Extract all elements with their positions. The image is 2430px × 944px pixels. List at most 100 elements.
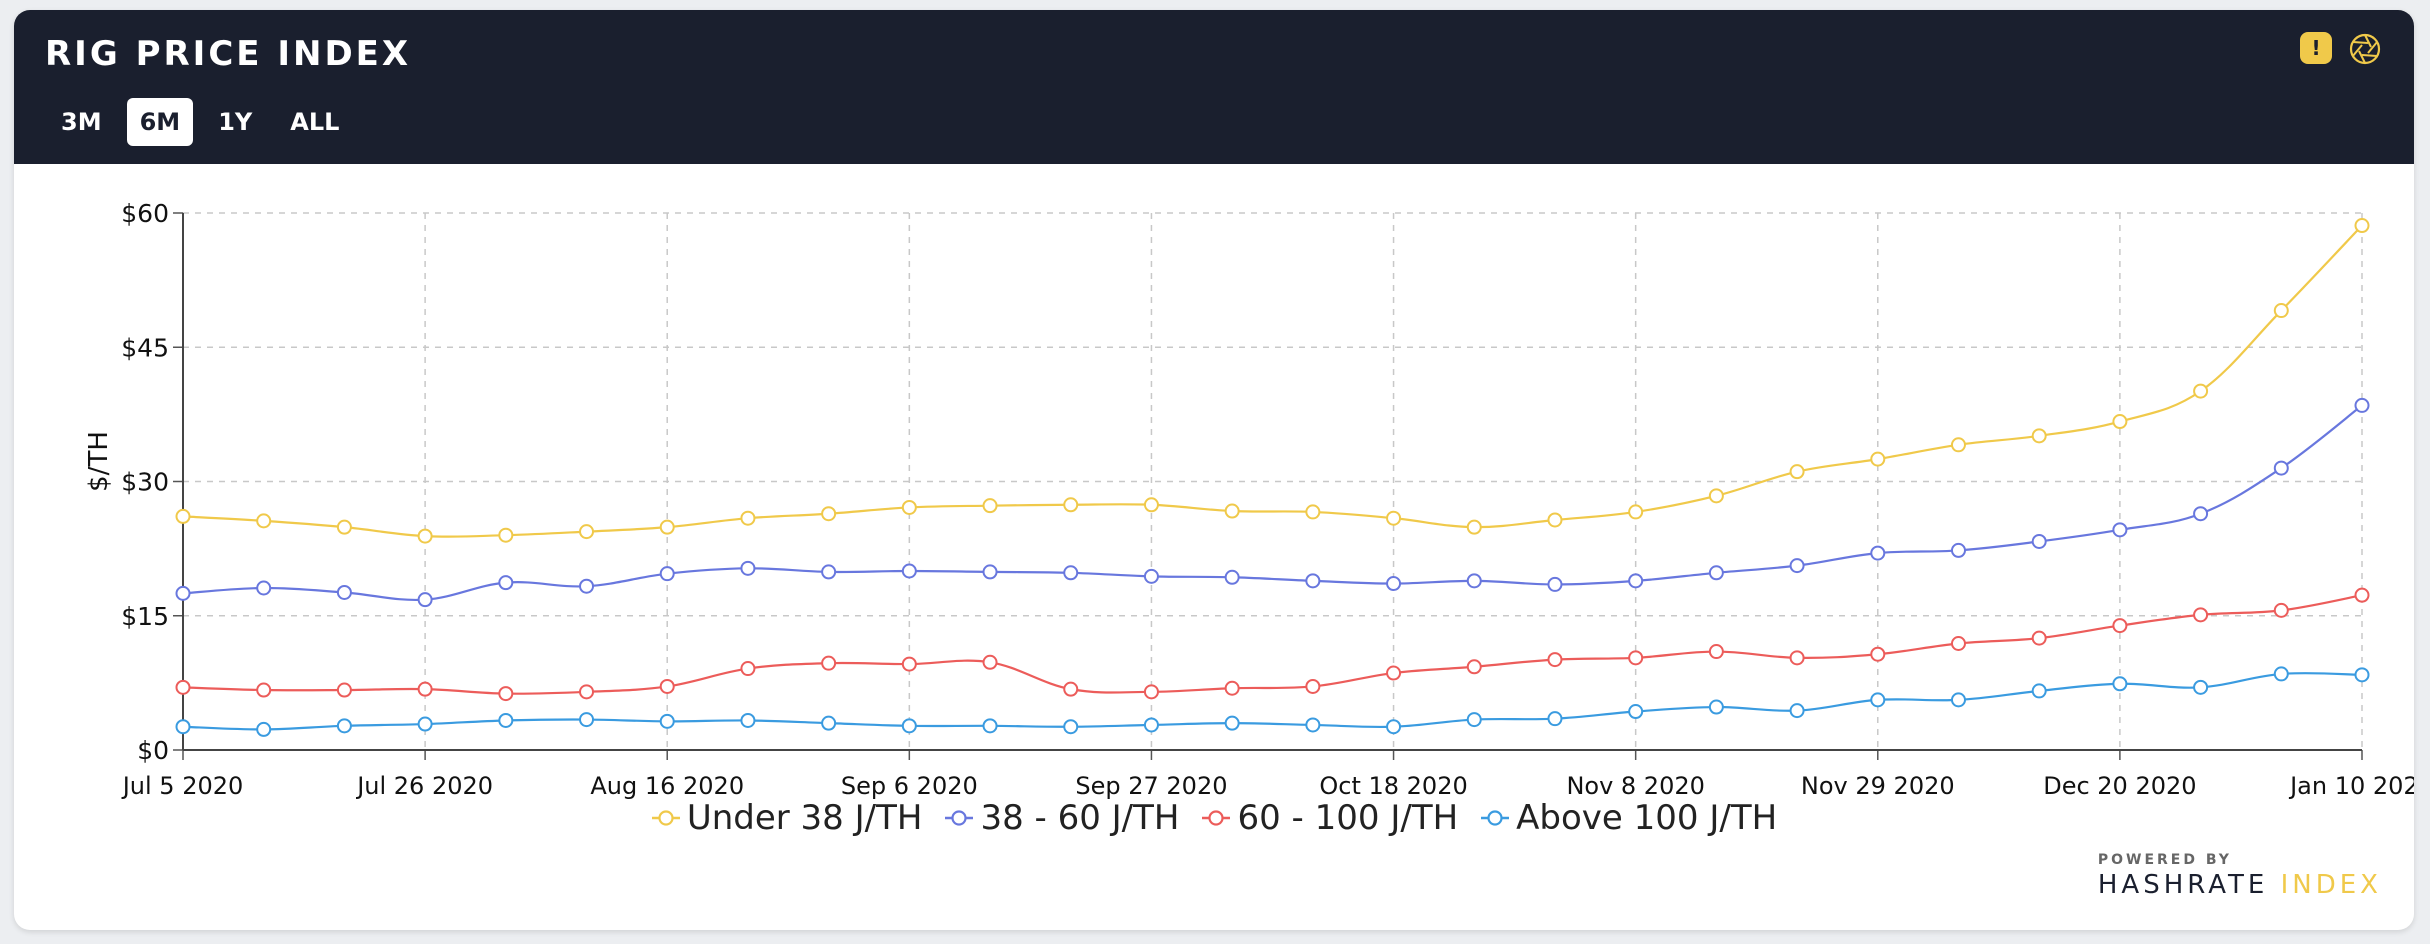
data-point — [2193, 679, 2209, 695]
data-point — [1870, 545, 1886, 561]
legend-marker — [651, 810, 680, 826]
range-tab-1y[interactable]: 1Y — [218, 108, 253, 136]
legend-label: 38 - 60 J/TH — [980, 798, 1180, 838]
data-point — [336, 584, 352, 600]
data-point — [417, 716, 433, 732]
data-point — [659, 519, 675, 535]
data-point — [2354, 397, 2370, 413]
data-point — [256, 721, 272, 737]
data-point — [740, 560, 756, 576]
data-point — [1628, 704, 1644, 720]
data-point — [1063, 497, 1079, 513]
x-tick-label: Sep 6 2020 — [841, 772, 978, 800]
line-chart: $0 $15 $30 $45 $60 Jul 5 2020 Jul 26 2020 Aug 1… — [84, 199, 2414, 800]
chart-legend: Under 38 J/TH 38 - 60 J/TH 60 - 100 J/TH Ab… — [14, 798, 2414, 838]
legend-marker — [1202, 810, 1231, 826]
data-point — [1870, 692, 1886, 708]
data-point — [175, 719, 191, 735]
data-point — [1870, 646, 1886, 662]
data-point — [2273, 602, 2289, 618]
chart-title: RIG PRICE INDEX — [45, 34, 412, 74]
data-point — [1063, 565, 1079, 581]
legend-label: Under 38 J/TH — [686, 798, 923, 838]
data-point — [1628, 573, 1644, 589]
data-point — [579, 684, 595, 700]
x-tick-label: Jan 10 2021 — [2288, 772, 2414, 800]
legend-marker — [945, 810, 974, 826]
range-tab-6m[interactable]: 6M — [126, 98, 194, 146]
data-point — [1063, 719, 1079, 735]
data-point — [659, 713, 675, 729]
range-tab-all[interactable]: ALL — [290, 108, 340, 136]
data-point — [1708, 488, 1724, 504]
data-point — [1547, 711, 1563, 727]
aperture-icon[interactable] — [2348, 32, 2382, 66]
data-point — [2273, 460, 2289, 476]
y-tick-label: $30 — [121, 468, 169, 497]
data-point — [2354, 667, 2370, 683]
series-line-2 — [182, 594, 2363, 695]
legend-label: 60 - 100 J/TH — [1237, 798, 1459, 838]
chart-header: RIG PRICE INDEX 3M 6M 1Y ALL ! — [14, 10, 2414, 164]
data-point — [1466, 519, 1482, 535]
y-tick-label: $60 — [121, 199, 169, 228]
data-point — [1386, 510, 1402, 526]
data-point — [901, 718, 917, 734]
data-point — [1143, 684, 1159, 700]
brand-name-main: HASHRATE — [2097, 870, 2269, 900]
data-point — [2112, 522, 2128, 538]
data-point — [336, 718, 352, 734]
data-point — [901, 656, 917, 672]
data-point — [2031, 533, 2047, 549]
data-point — [821, 564, 837, 580]
data-point — [2273, 303, 2289, 319]
data-point — [1950, 437, 1966, 453]
data-point — [2354, 218, 2370, 234]
data-point — [1789, 558, 1805, 574]
data-point — [1950, 635, 1966, 651]
legend-item-3[interactable]: Above 100 J/TH — [1480, 798, 1777, 838]
y-tick-label: $45 — [121, 333, 169, 362]
data-point — [2193, 607, 2209, 623]
alert-icon[interactable]: ! — [2300, 32, 2332, 64]
data-point — [740, 661, 756, 677]
data-point — [498, 712, 514, 728]
data-point — [1386, 719, 1402, 735]
series-line-0 — [182, 224, 2363, 538]
x-tick-label: Aug 16 2020 — [590, 772, 744, 800]
y-tick-label: $15 — [121, 602, 169, 631]
data-point — [498, 575, 514, 591]
data-point — [2031, 683, 2047, 699]
legend-item-1[interactable]: 38 - 60 J/TH — [944, 798, 1179, 838]
legend-label: Above 100 J/TH — [1516, 798, 1778, 838]
legend-item-0[interactable]: Under 38 J/TH — [651, 798, 923, 838]
data-point — [256, 580, 272, 596]
data-point — [256, 513, 272, 529]
x-tick-label: Nov 8 2020 — [1566, 772, 1704, 800]
range-tab-3m[interactable]: 3M — [61, 108, 102, 136]
data-point — [821, 506, 837, 522]
brand-powered-by: POWERED BY — [2097, 852, 2232, 868]
data-point — [901, 499, 917, 515]
data-point — [1305, 678, 1321, 694]
data-point — [821, 715, 837, 731]
data-point — [1386, 665, 1402, 681]
data-point — [579, 712, 595, 728]
data-point — [498, 686, 514, 702]
range-tabs: 3M 6M 1Y ALL — [48, 98, 352, 146]
data-point — [498, 527, 514, 543]
data-point — [336, 519, 352, 535]
data-point — [2112, 618, 2128, 634]
data-point — [1466, 573, 1482, 589]
brand-logo: POWERED BY HASHRATE INDEX — [2098, 852, 2382, 900]
legend-item-2[interactable]: 60 - 100 J/TH — [1201, 798, 1458, 838]
data-point — [1143, 717, 1159, 733]
data-point — [1708, 699, 1724, 715]
x-tick-label: Jul 26 2020 — [355, 772, 493, 800]
data-point — [175, 585, 191, 601]
data-point — [1224, 680, 1240, 696]
data-point — [175, 508, 191, 524]
data-point — [1224, 715, 1240, 731]
data-point — [982, 564, 998, 580]
data-point — [417, 681, 433, 697]
